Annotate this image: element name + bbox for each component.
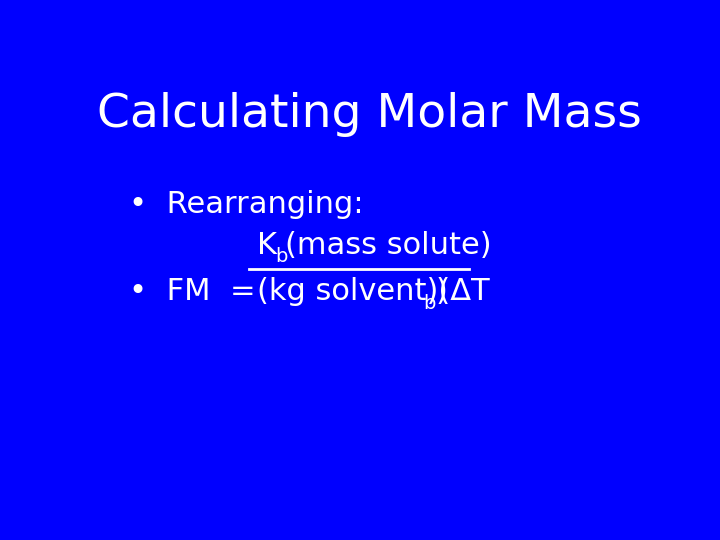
Text: b: b	[423, 294, 436, 313]
Text: (mass solute): (mass solute)	[285, 231, 492, 260]
Text: (kg solvent)(ΔT: (kg solvent)(ΔT	[258, 277, 490, 306]
Text: K: K	[258, 231, 277, 260]
Text: •  FM  =: • FM =	[129, 277, 256, 306]
Text: ): )	[436, 277, 448, 306]
Text: Calculating Molar Mass: Calculating Molar Mass	[96, 92, 642, 137]
Text: •  Rearranging:: • Rearranging:	[129, 190, 364, 219]
Text: b: b	[275, 247, 287, 266]
